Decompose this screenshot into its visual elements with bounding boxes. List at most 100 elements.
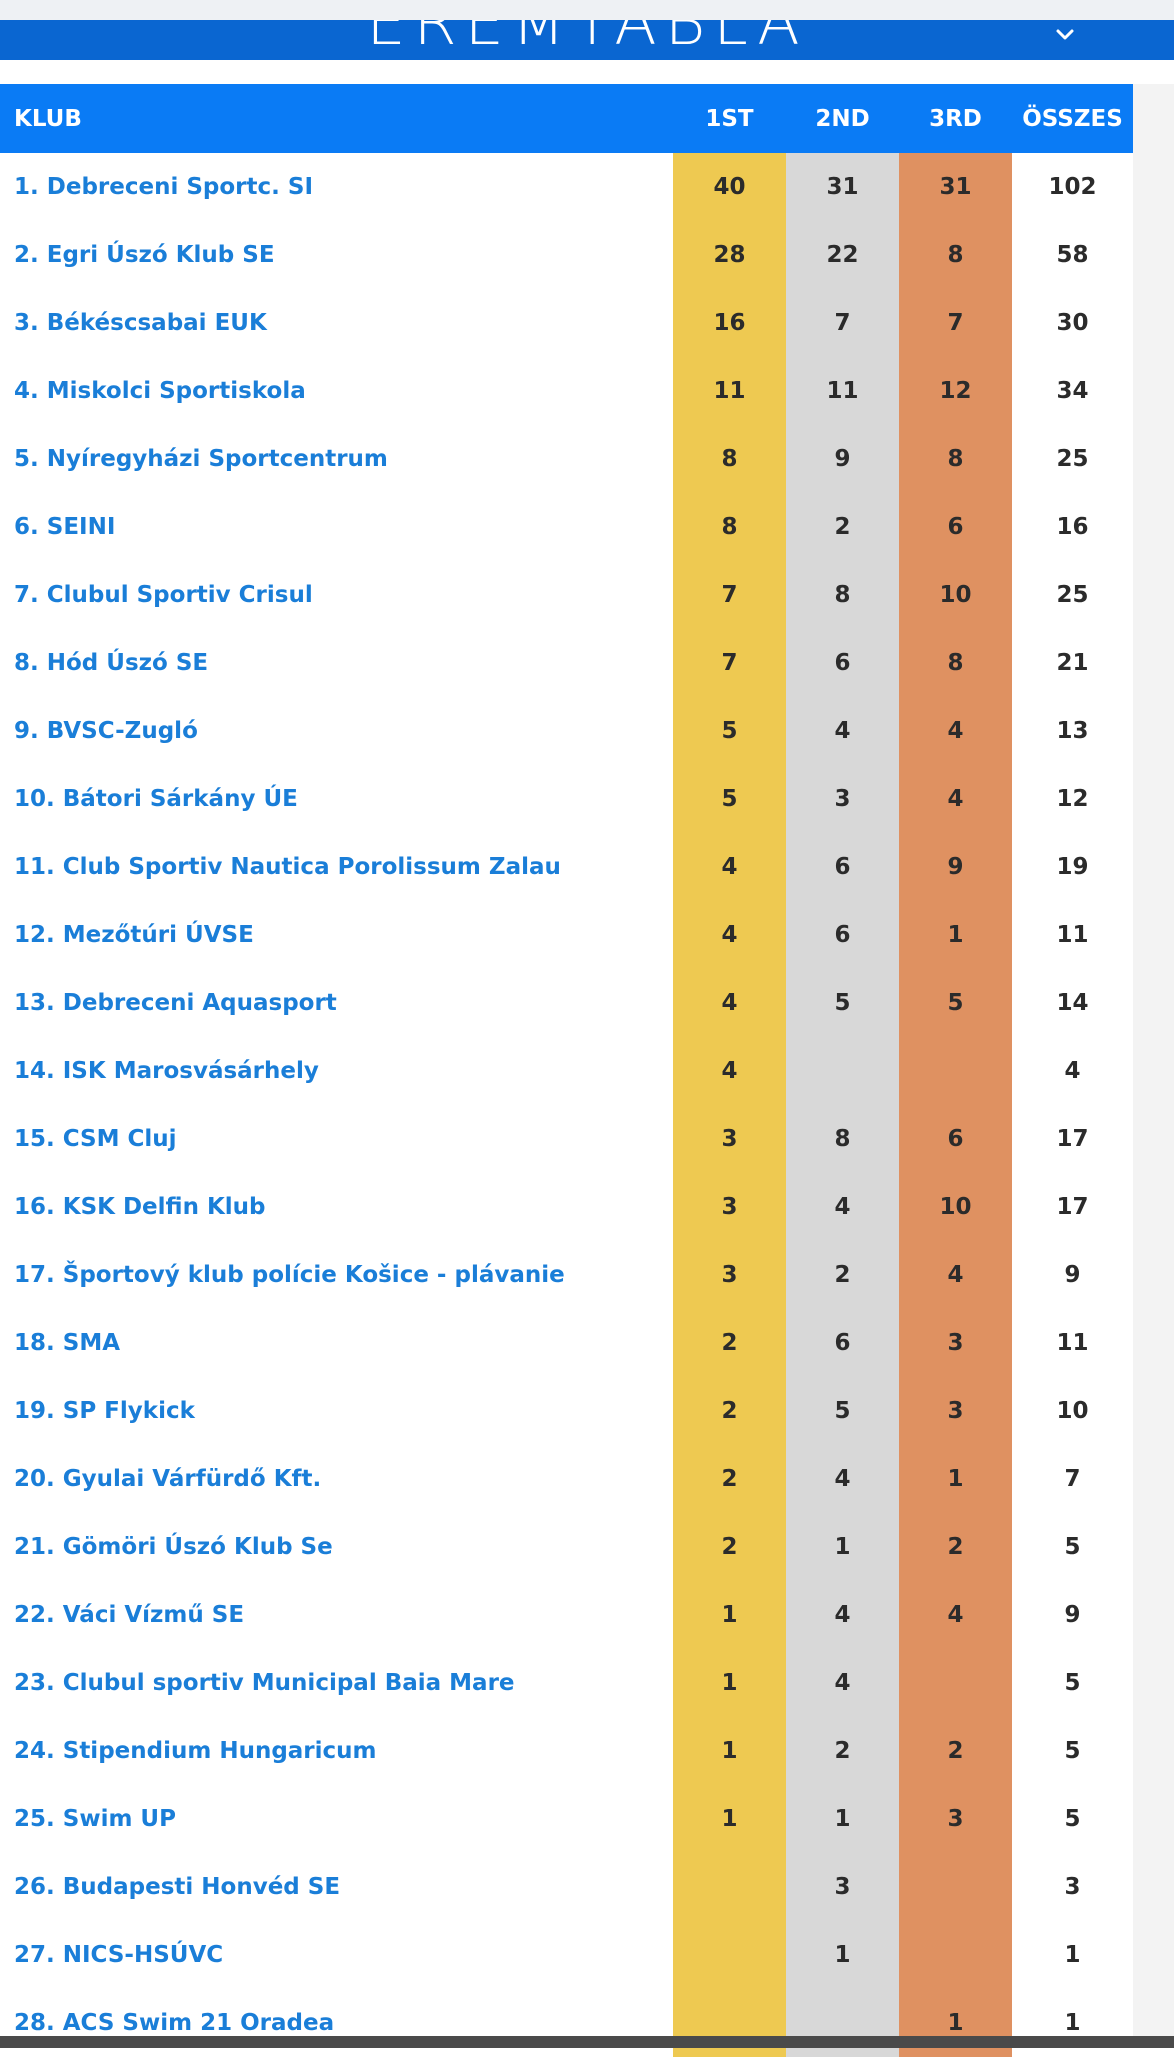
gold-count [673,1853,786,1921]
total-count: 17 [1012,1173,1133,1241]
accordion-title: ÉREMTÁBLA [366,20,808,59]
bronze-count: 7 [899,289,1012,357]
club-link[interactable]: 24. Stipendium Hungaricum [14,1738,377,1764]
chevron-down-icon[interactable] [1052,22,1078,48]
club-link[interactable]: 23. Clubul sportiv Municipal Baia Mare [14,1670,515,1696]
medal-table-accordion-header[interactable]: ÉREMTÁBLA [0,20,1174,60]
silver-count: 1 [786,1785,899,1853]
total-count: 34 [1012,357,1133,425]
club-link[interactable]: 21. Gömöri Úszó Klub Se [14,1534,333,1560]
gold-count: 7 [673,561,786,629]
silver-count: 3 [786,1853,899,1921]
gold-count: 4 [673,833,786,901]
silver-count [786,1037,899,1105]
club-link[interactable]: 11. Club Sportiv Nautica Porolissum Zala… [14,854,561,880]
table-row: 22. Váci Vízmű SE 1 4 4 9 [0,1581,1133,1649]
bronze-count: 8 [899,629,1012,697]
table-row: 2. Egri Úszó Klub SE 28 22 8 58 [0,221,1133,289]
gold-count: 2 [673,1445,786,1513]
top-strip [0,0,1174,22]
club-link[interactable]: 4. Miskolci Sportiskola [14,378,306,404]
silver-count: 22 [786,221,899,289]
silver-count: 31 [786,153,899,221]
bronze-count [899,1037,1012,1105]
gold-count: 4 [673,1037,786,1105]
silver-count: 4 [786,1649,899,1717]
club-link[interactable]: 27. NICS-HSÚVC [14,1942,224,1968]
total-count: 9 [1012,1241,1133,1309]
bronze-count: 6 [899,493,1012,561]
club-link[interactable]: 18. SMA [14,1330,121,1356]
silver-count: 6 [786,1309,899,1377]
bronze-count: 1 [899,901,1012,969]
club-link[interactable]: 22. Váci Vízmű SE [14,1602,245,1628]
silver-count: 6 [786,629,899,697]
silver-count: 8 [786,561,899,629]
club-link[interactable]: 2. Egri Úszó Klub SE [14,242,275,268]
bronze-count: 3 [899,1309,1012,1377]
club-link[interactable]: 1. Debreceni Sportc. SI [14,174,314,200]
club-link[interactable]: 17. Športový klub polície Košice - pláva… [14,1262,565,1288]
gold-count: 3 [673,1173,786,1241]
total-count: 12 [1012,765,1133,833]
silver-count: 9 [786,425,899,493]
club-link[interactable]: 19. SP Flykick [14,1398,195,1424]
gold-count: 1 [673,1785,786,1853]
table-row: 6. SEINI 8 2 6 16 [0,493,1133,561]
club-link[interactable]: 10. Bátori Sárkány ÚE [14,786,298,812]
total-count: 5 [1012,1513,1133,1581]
club-link[interactable]: 3. Békéscsabai EUK [14,310,267,336]
club-link[interactable]: 28. ACS Swim 21 Oradea [14,2010,335,2036]
gold-count: 1 [673,1717,786,1785]
club-link[interactable]: 9. BVSC-Zugló [14,718,198,744]
club-link[interactable]: 25. Swim UP [14,1806,176,1832]
club-link[interactable]: 5. Nyíregyházi Sportcentrum [14,446,388,472]
bronze-count: 4 [899,1241,1012,1309]
table-row: 26. Budapesti Honvéd SE 3 3 [0,1853,1133,1921]
gold-count: 2 [673,1513,786,1581]
bronze-count: 3 [899,1377,1012,1445]
table-row: 20. Gyulai Várfürdő Kft. 2 4 1 7 [0,1445,1133,1513]
table-row: 23. Clubul sportiv Municipal Baia Mare 1 4… [0,1649,1133,1717]
total-count: 16 [1012,493,1133,561]
club-link[interactable]: 12. Mezőtúri ÚVSE [14,922,254,948]
table-row: 18. SMA 2 6 3 11 [0,1309,1133,1377]
silver-count: 4 [786,1445,899,1513]
table-row: 17. Športový klub polície Košice - pláva… [0,1241,1133,1309]
bronze-count [899,1649,1012,1717]
total-count: 1 [1012,1921,1133,1989]
gold-count: 3 [673,1241,786,1309]
club-link[interactable]: 14. ISK Marosvásárhely [14,1058,319,1084]
table-body: 1. Debreceni Sportc. SI 40 31 31 102 2. Egri … [0,153,1133,2057]
gold-count: 8 [673,425,786,493]
silver-count: 4 [786,1581,899,1649]
silver-count: 5 [786,1377,899,1445]
table-row: 11. Club Sportiv Nautica Porolissum Zala… [0,833,1133,901]
table-row: 4. Miskolci Sportiskola 11 11 12 34 [0,357,1133,425]
silver-count: 3 [786,765,899,833]
table-row: 15. CSM Cluj 3 8 6 17 [0,1105,1133,1173]
club-link[interactable]: 7. Clubul Sportiv Crisul [14,582,313,608]
total-count: 17 [1012,1105,1133,1173]
club-link[interactable]: 26. Budapesti Honvéd SE [14,1874,341,1900]
gold-count [673,1921,786,1989]
gold-count: 4 [673,901,786,969]
silver-count: 11 [786,357,899,425]
club-link[interactable]: 20. Gyulai Várfürdő Kft. [14,1466,322,1492]
silver-count: 6 [786,833,899,901]
club-link[interactable]: 8. Hód Úszó SE [14,650,209,676]
table-row: 19. SP Flykick 2 5 3 10 [0,1377,1133,1445]
bronze-count: 8 [899,221,1012,289]
silver-count: 5 [786,969,899,1037]
column-header-second: 2ND [786,84,899,153]
club-link[interactable]: 13. Debreceni Aquasport [14,990,337,1016]
gold-count: 7 [673,629,786,697]
table-row: 10. Bátori Sárkány ÚE 5 3 4 12 [0,765,1133,833]
silver-count: 7 [786,289,899,357]
bronze-count: 4 [899,697,1012,765]
bronze-count: 2 [899,1513,1012,1581]
club-link[interactable]: 6. SEINI [14,514,116,540]
club-link[interactable]: 16. KSK Delfin Klub [14,1194,266,1220]
right-gutter [1133,84,1174,2048]
club-link[interactable]: 15. CSM Cluj [14,1126,177,1152]
